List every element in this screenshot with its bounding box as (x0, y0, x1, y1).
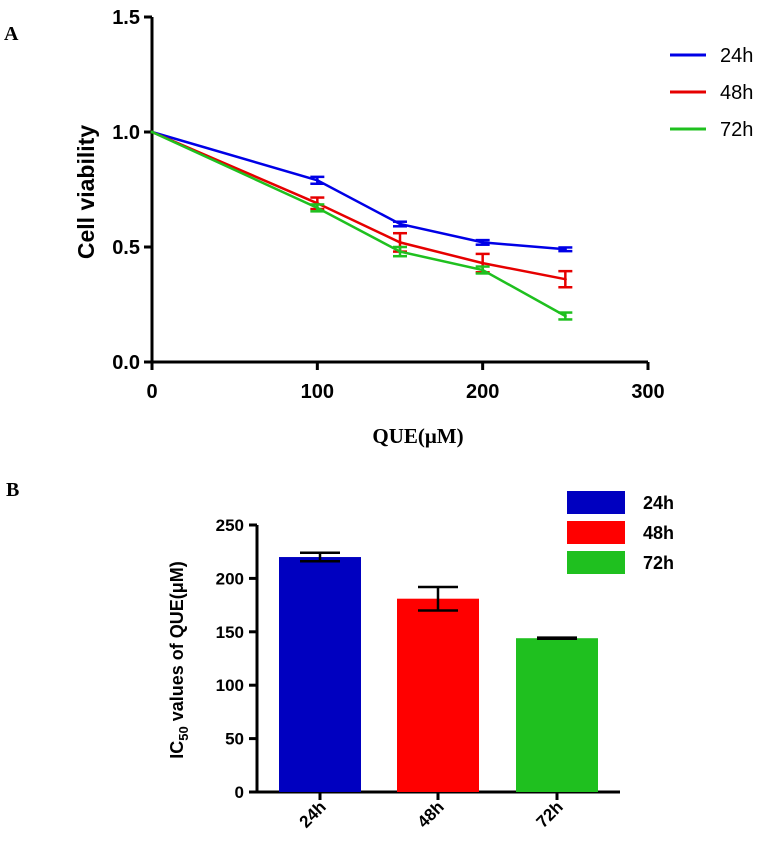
x-tick-label: 24h (296, 797, 330, 831)
panel-a-label: A (4, 23, 19, 45)
legend-swatch-48h (567, 521, 625, 544)
x-tick-label: 100 (301, 381, 334, 403)
legend-label: 72h (643, 553, 674, 573)
legend-label: 48h (720, 82, 753, 104)
legend-label: 24h (720, 45, 753, 67)
y-label-suffix: values of QUE(μM) (167, 561, 187, 726)
bar-72h (516, 638, 598, 792)
y-tick-label: 100 (216, 676, 244, 695)
y-label-prefix: IC (167, 741, 187, 759)
y-tick-label: 200 (216, 569, 244, 588)
y-tick-label: 50 (225, 730, 244, 749)
line-chart: 0.0 0.5 1.0 1.5 0 100 200 300 24h 48h 72h (112, 7, 753, 403)
x-tick-label: 72h (533, 797, 567, 831)
series-line-48h (151, 130, 566, 281)
x-tick-label: 48h (414, 797, 448, 831)
y-tick-label: 250 (216, 516, 244, 535)
y-tick-label: 0 (235, 783, 244, 802)
x-tick-label: 200 (466, 381, 499, 403)
legend-swatch-72h (567, 551, 625, 574)
y-label-subscript: 50 (176, 726, 191, 740)
data-point (150, 130, 154, 134)
bar-chart-y-label: IC50 values of QUE(μM) (167, 561, 191, 759)
legend-label: 72h (720, 119, 753, 141)
y-tick-label: 1.5 (112, 7, 140, 29)
bar-48h (397, 598, 479, 792)
y-tick-label: 1.0 (112, 122, 140, 144)
x-tick-label: 0 (146, 381, 157, 403)
legend-label: 24h (643, 493, 674, 513)
line-chart-y-label: Cell viability (73, 125, 99, 259)
y-tick-label: 150 (216, 623, 244, 642)
legend-swatch-24h (567, 491, 625, 514)
series-line-24h (151, 130, 566, 251)
x-tick-label: 300 (631, 381, 664, 403)
legend-label: 48h (643, 523, 674, 543)
y-tick-label: 0.5 (112, 237, 140, 259)
y-tick-label: 0.0 (112, 352, 140, 374)
panel-b-label: B (6, 479, 19, 501)
bar-24h (279, 557, 361, 792)
line-chart-x-label: QUE(μM) (372, 424, 463, 448)
bar-chart: 0 50 100 150 200 250 24h 48h 72h 24h 48h 72h (216, 491, 674, 832)
